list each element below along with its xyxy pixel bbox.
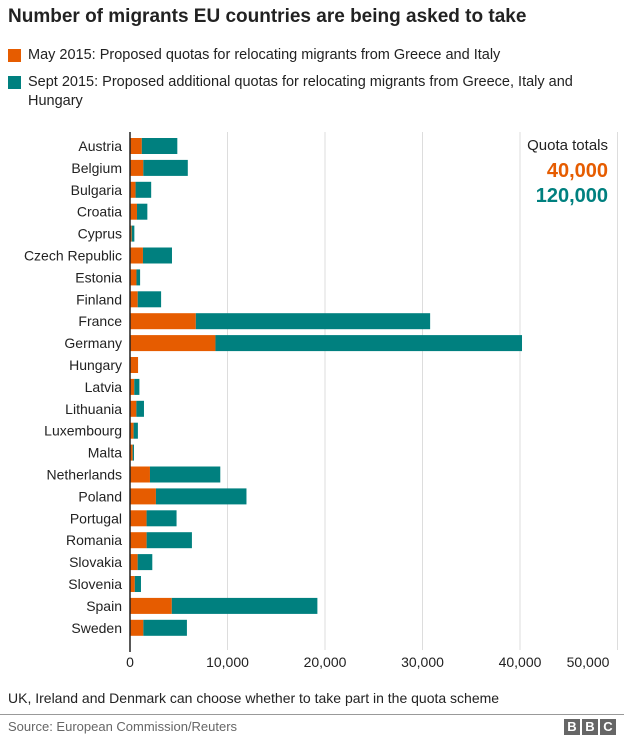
bar-may	[130, 247, 143, 264]
bar-sept	[155, 488, 247, 505]
category-label: Malta	[88, 445, 122, 461]
bar-may	[130, 225, 132, 242]
bar-sept	[133, 422, 138, 439]
category-label: Poland	[78, 488, 122, 504]
bar-may	[130, 203, 137, 220]
category-label: Spain	[86, 598, 122, 614]
bar-sept	[146, 532, 192, 549]
bar-sept	[134, 576, 141, 592]
bar-sept	[136, 400, 144, 417]
x-tick-label: 10,000	[206, 654, 249, 670]
bar-may	[130, 444, 133, 461]
bar-may	[130, 313, 196, 330]
annotation-total-sept: 120,000	[536, 185, 608, 207]
bar-sept	[171, 597, 318, 614]
bar-may	[130, 554, 138, 571]
bar-sept	[195, 313, 431, 330]
bar-may	[130, 138, 142, 154]
bar-may	[130, 619, 144, 636]
category-label: Bulgaria	[71, 182, 123, 198]
category-label: Belgium	[71, 160, 122, 176]
bar-may	[130, 422, 134, 439]
category-label: Lithuania	[65, 401, 122, 417]
legend-item-may: May 2015: Proposed quotas for relocating…	[8, 46, 500, 65]
bar-sept	[143, 159, 188, 176]
category-label: Netherlands	[47, 467, 123, 483]
bar-sept	[134, 378, 140, 395]
legend-item-sept: Sept 2015: Proposed additional quotas fo…	[8, 73, 608, 111]
footnote: UK, Ireland and Denmark can choose wheth…	[8, 690, 500, 706]
bar-sept	[142, 247, 172, 264]
legend-label: Sept 2015: Proposed additional quotas fo…	[28, 74, 573, 109]
legend-swatch	[8, 76, 21, 89]
bar-may	[130, 510, 147, 527]
category-label: Slovenia	[68, 576, 122, 592]
bar-sept	[146, 510, 177, 527]
x-tick-label: 30,000	[401, 654, 444, 670]
source: Source: European Commission/Reuters	[8, 719, 238, 734]
bar-may	[130, 269, 137, 286]
category-label: Austria	[78, 138, 122, 154]
x-tick-label: 0	[126, 654, 134, 670]
bar-sept	[143, 619, 187, 636]
bar-may	[130, 291, 138, 308]
bar-sept	[132, 444, 134, 461]
bar-may	[130, 466, 150, 483]
bar-may	[130, 335, 216, 352]
x-tick-label: 50,000	[567, 654, 610, 670]
annotation-title: Quota totals	[527, 137, 608, 154]
category-label: Czech Republic	[24, 248, 122, 264]
bar-may	[130, 532, 147, 549]
bar-sept	[131, 225, 135, 242]
bar-may	[130, 378, 135, 395]
x-tick-label: 40,000	[499, 654, 542, 670]
bar-may	[130, 181, 136, 198]
chart-title: Number of migrants EU countries are bein…	[8, 6, 527, 27]
bar-sept	[136, 203, 148, 220]
category-label: Romania	[66, 532, 122, 548]
bar-may	[130, 400, 137, 417]
category-label: Estonia	[75, 269, 122, 285]
category-label: Germany	[64, 335, 122, 351]
category-label: Portugal	[70, 510, 122, 526]
category-label: Croatia	[77, 204, 122, 220]
bar-may	[130, 488, 156, 505]
x-tick-label: 20,000	[304, 654, 347, 670]
legend-label: May 2015: Proposed quotas for relocating…	[28, 47, 501, 63]
bar-sept	[215, 335, 523, 352]
category-label: Hungary	[69, 357, 122, 373]
bar-sept	[141, 138, 178, 154]
category-label: Latvia	[85, 379, 123, 395]
bar-sept	[149, 466, 221, 483]
bar-sept	[135, 181, 152, 198]
bar-may	[130, 597, 172, 614]
bar-may	[130, 357, 139, 373]
category-label: Slovakia	[69, 554, 122, 570]
divider	[0, 714, 624, 715]
bar-sept	[136, 269, 141, 286]
bar-may	[130, 159, 144, 176]
legend-swatch	[8, 49, 21, 62]
category-label: Luxembourg	[44, 423, 122, 439]
bar-sept	[137, 291, 162, 308]
annotation-total-may: 40,000	[547, 160, 608, 182]
category-label: Cyprus	[78, 226, 122, 242]
bar-may	[130, 576, 135, 592]
category-label: Finland	[76, 291, 122, 307]
bar-sept	[137, 554, 153, 571]
category-label: Sweden	[71, 620, 122, 636]
category-label: France	[78, 313, 122, 329]
